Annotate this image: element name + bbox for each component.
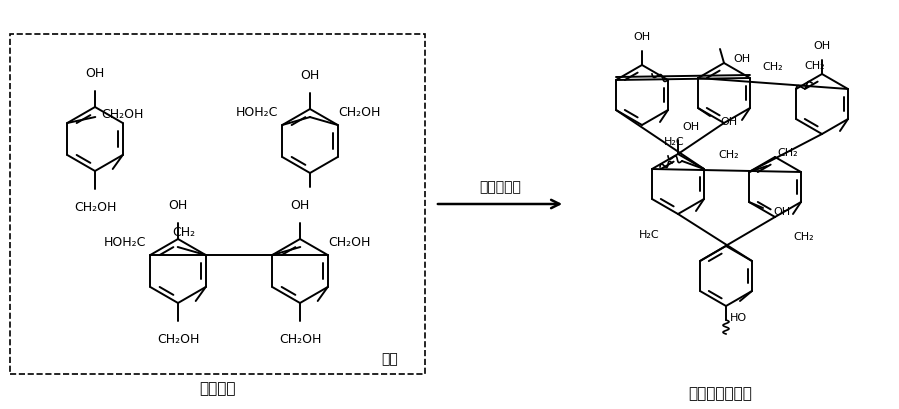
Text: 加熱、加圧: 加熱、加圧 (479, 180, 521, 194)
Text: CH₂: CH₂ (793, 232, 814, 242)
Text: CH₂: CH₂ (804, 61, 824, 71)
Text: CH₂: CH₂ (777, 148, 797, 158)
Text: OH: OH (290, 199, 309, 212)
Text: CH₂: CH₂ (718, 151, 739, 160)
Text: OH: OH (720, 117, 737, 127)
Text: CH₂: CH₂ (762, 61, 783, 72)
Text: CH₂OH: CH₂OH (328, 236, 370, 249)
Text: CH₂OH: CH₂OH (279, 333, 321, 346)
Text: OH: OH (814, 41, 831, 51)
Text: CH₂: CH₂ (173, 226, 196, 239)
Text: H₂C: H₂C (639, 231, 660, 240)
Text: OH: OH (734, 54, 751, 64)
Text: など: など (381, 352, 398, 366)
Text: H₂C: H₂C (663, 137, 684, 147)
Text: OH: OH (634, 32, 651, 42)
Text: HOH₂C: HOH₂C (103, 236, 146, 249)
Text: OH: OH (682, 122, 699, 132)
Text: CH₂OH: CH₂OH (156, 333, 200, 346)
Text: OH: OH (85, 67, 104, 80)
Text: OH: OH (300, 69, 320, 82)
Text: レゾール: レゾール (200, 382, 236, 396)
Text: CH₂OH: CH₂OH (74, 201, 116, 214)
Text: CH₂OH: CH₂OH (338, 106, 380, 119)
Text: CH₂OH: CH₂OH (101, 108, 144, 121)
Text: HO: HO (729, 313, 746, 323)
Text: HOH₂C: HOH₂C (236, 106, 278, 119)
Text: OH: OH (168, 199, 188, 212)
Text: レジット（例）: レジット（例） (688, 387, 752, 402)
Text: OH: OH (773, 207, 790, 217)
Bar (10, 34, 425, 374)
